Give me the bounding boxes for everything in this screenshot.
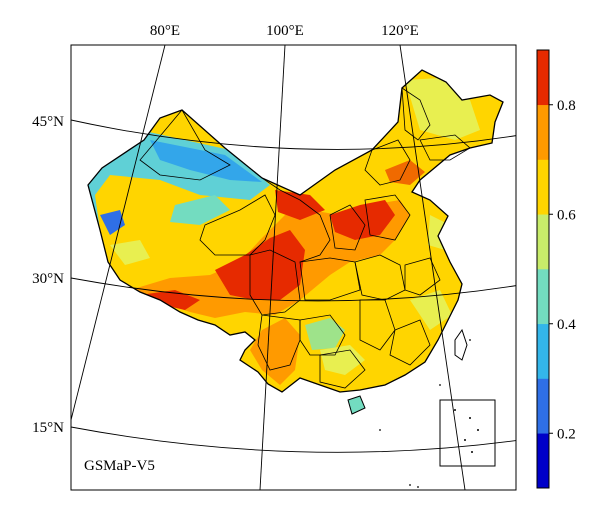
- colorbar-segment: [537, 50, 549, 106]
- graticule-45n: [71, 119, 516, 150]
- island-dot: [471, 451, 473, 453]
- latitude-label-45n: 45°N: [32, 114, 64, 130]
- colorbar-tick-label: 0.6: [557, 207, 576, 223]
- boundary-fujian-guangdong: [389, 319, 431, 366]
- field-lightyellow-fujian: [410, 290, 452, 330]
- boundary-guangxi: [319, 349, 366, 389]
- field-red-northchina: [330, 200, 395, 240]
- island-dot: [417, 486, 419, 488]
- boundary-hebei-shandong: [364, 194, 411, 241]
- boundary-xinjiang-north: [139, 109, 231, 181]
- inset-islands: [454, 409, 479, 453]
- field-green-xinjiang: [170, 195, 230, 225]
- taiwan-island: [454, 328, 468, 361]
- graticule: [71, 45, 516, 490]
- colorbar-segment: [537, 104, 549, 160]
- south-china-sea-inset: [439, 399, 496, 467]
- hainan-island: [347, 395, 366, 415]
- product-label: GSMaP-V5: [84, 458, 155, 474]
- field-lightyellow-guangxi: [320, 345, 365, 375]
- boundary-heilongjiang: [401, 87, 431, 141]
- china-outline: [87, 69, 504, 393]
- field-orange-yunnan: [250, 318, 300, 385]
- latitude-label-15n: 15°N: [32, 420, 64, 436]
- island-dot: [439, 384, 441, 386]
- graticule-100e: [259, 45, 286, 490]
- colorbar-segment: [537, 378, 549, 434]
- boundary-qinghai: [199, 194, 276, 256]
- map-border: [70, 44, 517, 491]
- longitude-label-120e: 120°E: [381, 23, 419, 39]
- boundary-jilin-liaoning: [419, 134, 471, 161]
- boundary-shanxi: [329, 204, 366, 251]
- province-boundaries: [139, 87, 471, 389]
- field-red-gansu: [275, 190, 325, 220]
- boundary-shaanxi-hubei: [299, 257, 361, 301]
- island-dot: [409, 484, 411, 486]
- boundary-jiangsu-zhejiang: [404, 257, 441, 296]
- colorbar-segment: [537, 433, 549, 489]
- colorbar-tick-label: 0.2: [557, 426, 576, 442]
- island-dot: [469, 339, 471, 341]
- island-dot: [464, 439, 466, 441]
- boundary-sichuan: [249, 249, 301, 316]
- island-dot: [469, 417, 471, 419]
- boundary-gansu: [261, 177, 331, 263]
- colorbar-segment: [537, 323, 549, 379]
- colorbar-segment: [537, 214, 549, 270]
- boundary-yunnan: [257, 314, 301, 371]
- field-green-guizhou: [305, 318, 345, 350]
- graticule-80e: [71, 45, 166, 421]
- longitude-label-100e: 100°E: [266, 23, 304, 39]
- field-lightyellow-west: [110, 240, 150, 265]
- island-dot: [379, 429, 381, 431]
- colorbar-segment: [537, 159, 549, 215]
- graticule-15n: [71, 426, 516, 453]
- field-darkorange-northeast: [385, 160, 425, 185]
- colorbar: 0.2 0.4 0.6 0.8: [536, 49, 576, 489]
- field-red-tibet-south: [140, 290, 200, 310]
- colorbar-tick-label: 0.8: [557, 98, 576, 114]
- island-dot: [454, 409, 456, 411]
- colorbar-segment: [537, 269, 549, 325]
- island-dot: [477, 429, 479, 431]
- small-islands: [379, 339, 471, 488]
- graticule-30n: [71, 277, 516, 302]
- boundary-jiangxi-hunan: [359, 299, 396, 351]
- colorbar-tick-label: 0.4: [557, 317, 576, 333]
- field-blue-northwest: [150, 140, 262, 182]
- field-red-sichuan: [215, 230, 305, 300]
- longitude-label-80e: 80°E: [150, 23, 180, 39]
- latitude-label-30n: 30°N: [32, 271, 64, 287]
- boundary-innermongolia-east: [364, 139, 411, 186]
- colorbar-border: [536, 49, 550, 489]
- graticule-120e: [399, 45, 466, 490]
- field-lightyellow-northeast: [405, 78, 480, 140]
